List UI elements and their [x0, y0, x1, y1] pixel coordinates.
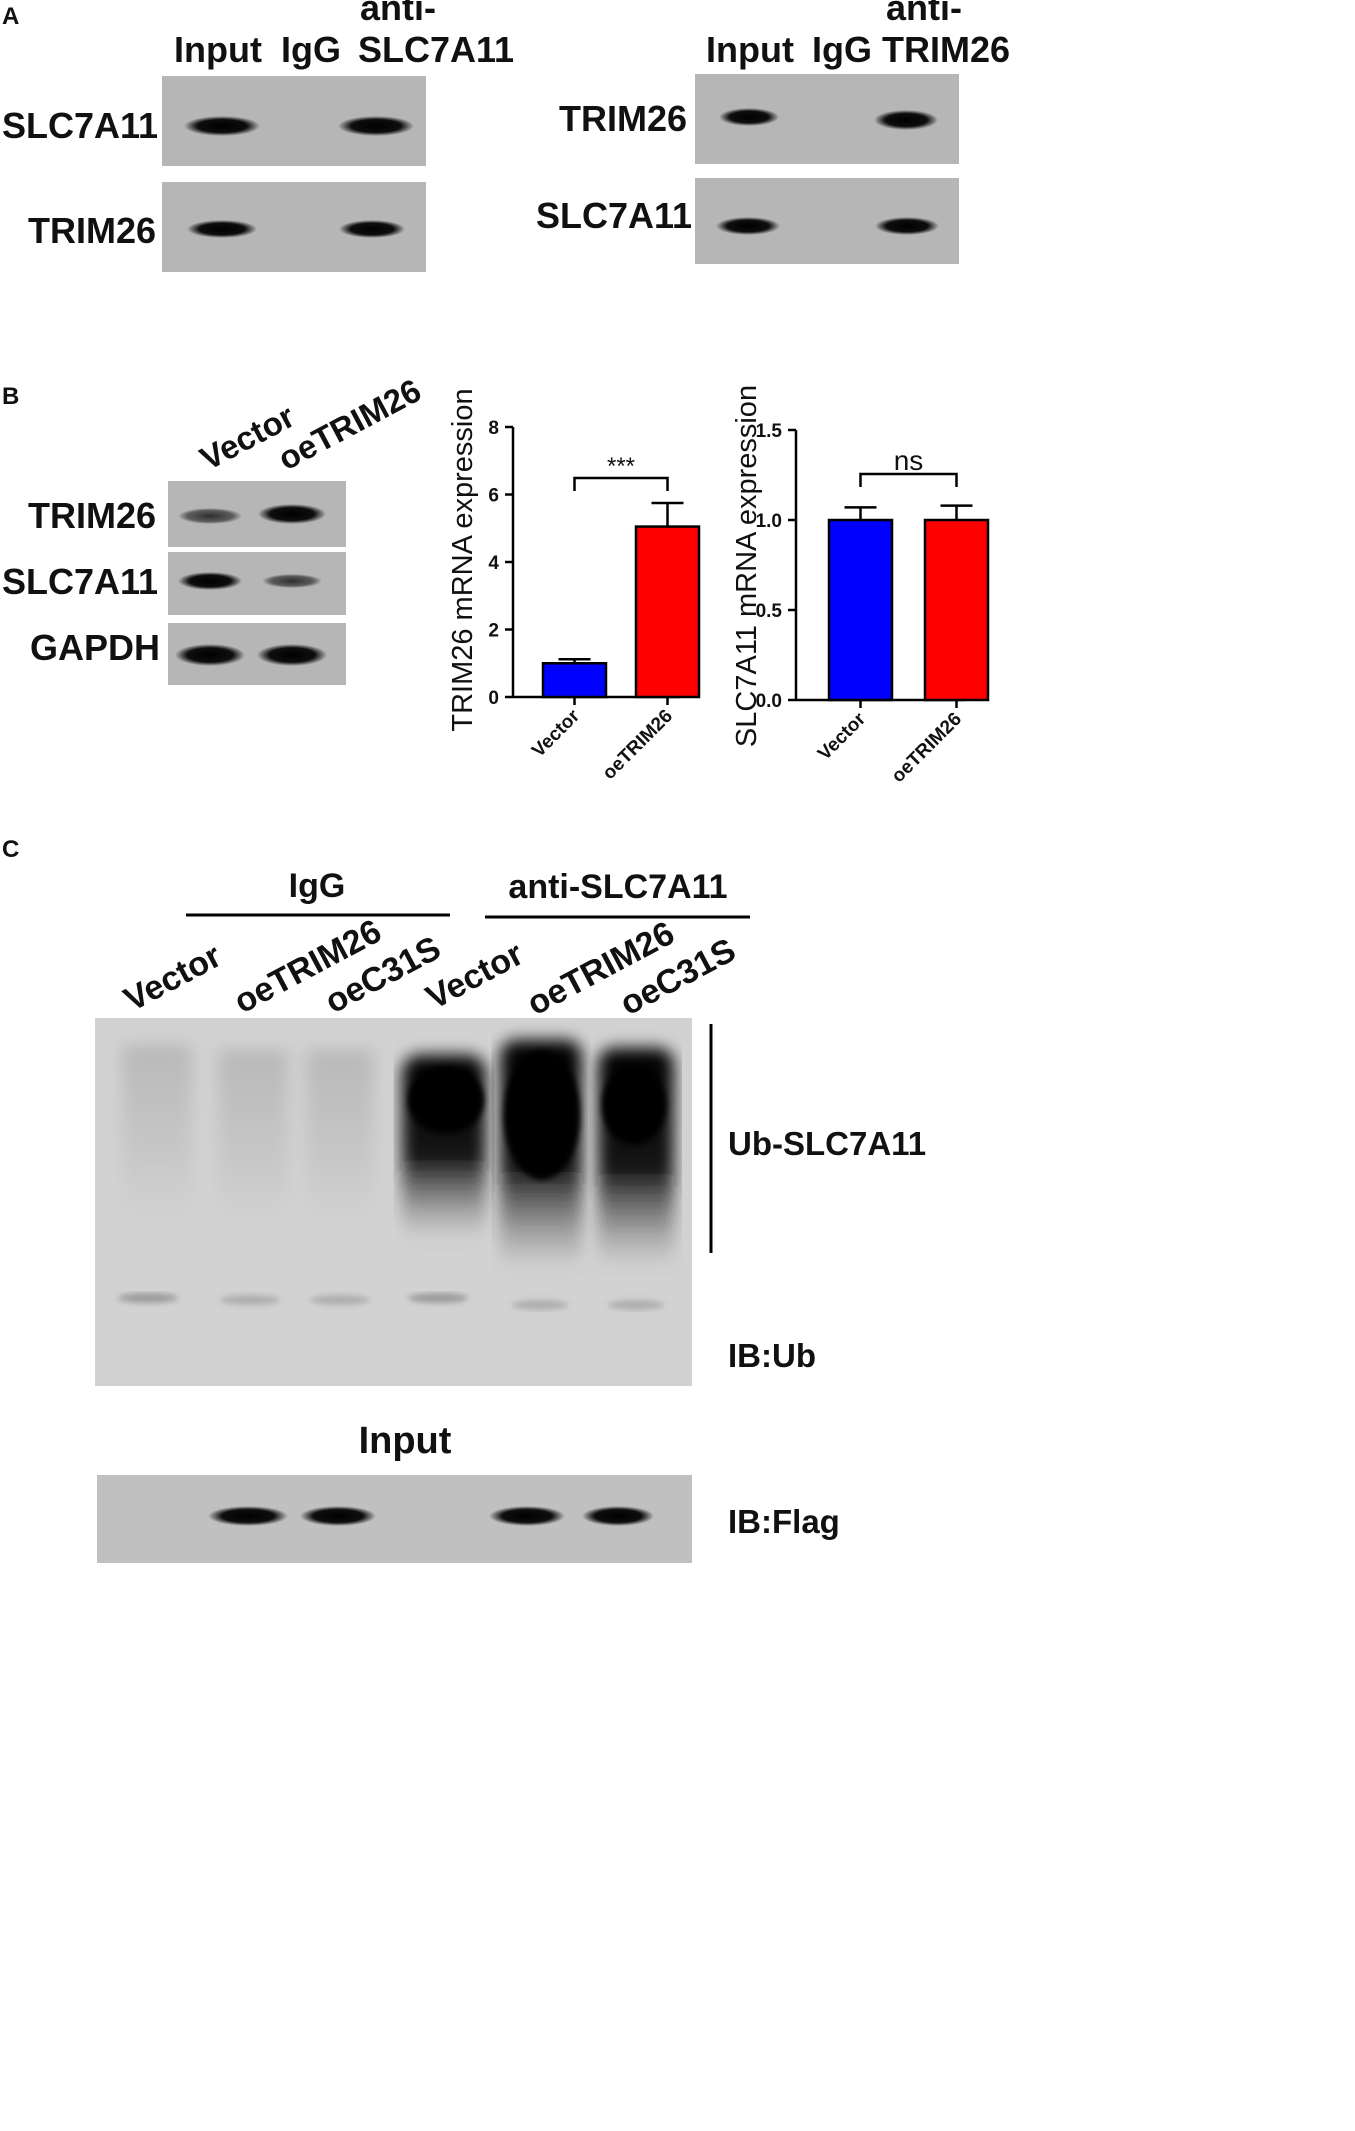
y-axis-label: TRIM26 mRNA expression — [447, 388, 479, 731]
panel-c-input-blot: Input IB:Flag — [97, 1420, 840, 1563]
ub-smears — [402, 1040, 674, 1270]
ub-blot-membrane — [95, 1018, 692, 1386]
col-input-label: Input — [706, 29, 794, 70]
smear-core — [408, 1066, 484, 1134]
ib-ub-label: IB:Ub — [728, 1337, 816, 1374]
band — [489, 1506, 565, 1526]
input-title: Input — [359, 1420, 452, 1462]
y-tick-label: 0.0 — [756, 691, 782, 712]
smear-core — [504, 1050, 580, 1180]
significance-label: *** — [607, 453, 635, 480]
col-igg-label: IgG — [812, 29, 872, 70]
y-tick-label: 2 — [488, 621, 499, 642]
lane-smear — [218, 1050, 288, 1230]
significance-bracket — [573, 476, 669, 491]
col-igg-label: IgG — [281, 29, 341, 70]
band — [220, 1295, 280, 1305]
y-tick-label: 1.0 — [756, 511, 782, 532]
x-tick-label: oeTRIM26 — [599, 706, 677, 784]
col-anti-label-line1: anti- — [360, 0, 436, 28]
band — [582, 1506, 654, 1526]
row-trim26-label: TRIM26 — [28, 210, 156, 251]
y-tick-label: 1.5 — [756, 421, 783, 442]
band — [338, 116, 414, 136]
x-tick-label: Vector — [814, 708, 870, 764]
band — [408, 1293, 468, 1303]
nonspecific-bands — [118, 1293, 664, 1310]
col-anti-label-line1: anti- — [886, 0, 962, 28]
band — [258, 504, 326, 524]
y-tick-label: 6 — [488, 486, 499, 507]
y-tick-label: 4 — [488, 553, 499, 574]
row-trim26-label: TRIM26 — [28, 495, 156, 536]
bar — [541, 662, 608, 699]
ib-flag-label: IB:Flag — [728, 1503, 840, 1540]
bar — [923, 518, 990, 702]
band — [310, 1295, 370, 1305]
panel-b-letter: B — [2, 383, 19, 410]
band — [175, 644, 245, 666]
panel-a-right-blot: Input IgG anti- TRIM26 TRIM26 SLC7A11 — [536, 0, 1010, 264]
band — [608, 1300, 664, 1310]
band — [339, 220, 405, 238]
band — [874, 110, 938, 130]
lane-smear — [122, 1045, 192, 1225]
band — [719, 108, 779, 126]
row-slc7a11-label: SLC7A11 — [2, 105, 158, 146]
bar — [634, 525, 701, 699]
group-igg-label: IgG — [289, 867, 346, 905]
row-slc7a11-label: SLC7A11 — [2, 561, 158, 602]
panel-a-left-blot: Input IgG anti- SLC7A11 SLC7A11 TRIM26 — [2, 0, 514, 272]
row-trim26-label: TRIM26 — [559, 98, 687, 139]
band — [512, 1300, 568, 1310]
col-anti-label-line2: TRIM26 — [882, 29, 1010, 70]
y-tick-label: 0 — [488, 688, 499, 709]
band — [716, 217, 780, 235]
band — [300, 1506, 376, 1526]
col-input-label: Input — [174, 29, 262, 70]
row-slc7a11-label: SLC7A11 — [536, 195, 692, 236]
band — [875, 217, 939, 235]
band — [187, 220, 257, 238]
lane-vector-label: Vector — [118, 937, 228, 1019]
trim26-mrna-chart: TRIM26 mRNA expression 0 2 4 6 8 Vector oeTRIM… — [447, 388, 701, 784]
bar — [827, 518, 894, 702]
col-anti-label-line2: SLC7A11 — [358, 29, 514, 70]
band — [118, 1293, 178, 1303]
band — [208, 1506, 288, 1526]
band — [257, 644, 327, 666]
panel-c-letter: C — [2, 836, 19, 863]
significance-bracket — [859, 472, 958, 487]
lane-smear — [306, 1050, 374, 1230]
slc7a11-mrna-chart: SLC7A11 mRNA expression 0.0 0.5 1.0 1.5 Vect… — [731, 385, 990, 787]
panel-b-blot: Vector oeTRIM26 TRIM26 SLC7A11 GAPDH — [2, 371, 427, 685]
faint-igg-lanes — [122, 1045, 374, 1230]
band — [178, 508, 242, 524]
x-tick-label: Vector — [528, 705, 584, 761]
row-gapdh-label: GAPDH — [30, 627, 160, 668]
x-tick-label: oeTRIM26 — [888, 709, 966, 787]
y-tick-label: 0.5 — [756, 601, 783, 622]
y-tick-label: 8 — [488, 418, 499, 439]
panel-c-ip-blot: IgG anti-SLC7A11 Vector oeTRIM26 oeC31S … — [95, 867, 926, 1386]
y-axis-label: SLC7A11 mRNA expression — [731, 385, 763, 747]
smear-core — [602, 1065, 666, 1145]
band — [178, 572, 242, 590]
ub-slc7a11-label: Ub-SLC7A11 — [728, 1125, 926, 1162]
panel-a-letter: A — [2, 3, 19, 30]
band — [262, 574, 322, 588]
group-anti-slc7a11-label: anti-SLC7A11 — [508, 868, 727, 906]
band — [184, 116, 260, 136]
significance-label: ns — [894, 445, 924, 476]
